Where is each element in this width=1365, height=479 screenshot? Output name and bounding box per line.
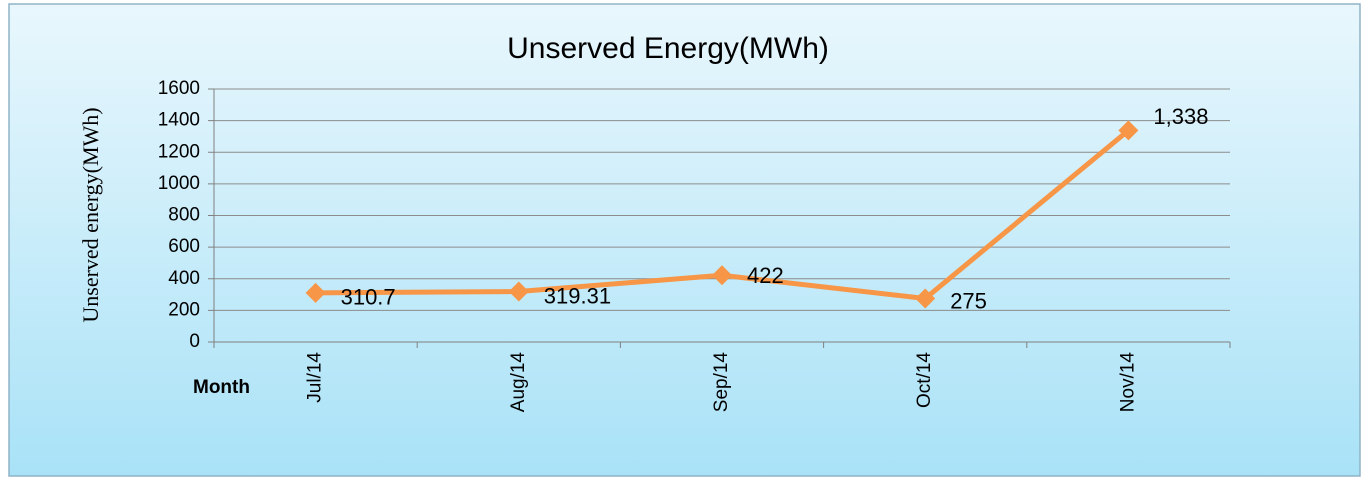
y-tick-label: 600 — [168, 236, 200, 257]
x-tick-label: Nov/14 — [1117, 352, 1138, 413]
y-tick-label: 200 — [168, 299, 200, 320]
y-tick-label: 1000 — [158, 173, 200, 194]
data-label: 310.7 — [341, 285, 396, 310]
data-label: 275 — [950, 288, 987, 313]
y-tick-label: 400 — [168, 268, 200, 289]
marker — [508, 281, 529, 302]
y-tick-label: 1600 — [158, 78, 200, 99]
x-tick-label: Sep/14 — [711, 352, 732, 413]
marker — [1118, 120, 1139, 141]
y-tick-label: 800 — [168, 205, 200, 226]
marker — [915, 288, 936, 309]
chart-background — [8, 3, 1361, 477]
data-label: 1,338 — [1153, 104, 1208, 129]
y-tick-label: 1400 — [158, 110, 200, 131]
y-tick-label: 0 — [189, 331, 200, 352]
x-tick-label: Oct/14 — [914, 352, 935, 408]
y-tick-label: 1200 — [158, 141, 200, 162]
marker — [305, 282, 326, 303]
data-label: 422 — [747, 263, 784, 288]
marker — [712, 265, 732, 286]
y-axis-label: Unserved energy(MWh) — [78, 107, 103, 322]
x-tick-label: Jul/14 — [305, 352, 326, 403]
data-label: 319.31 — [544, 283, 611, 308]
x-tick-label: Aug/14 — [508, 352, 529, 413]
x-axis-label: Month — [193, 377, 250, 398]
chart-title: Unserved Energy(MWh) — [507, 32, 829, 65]
